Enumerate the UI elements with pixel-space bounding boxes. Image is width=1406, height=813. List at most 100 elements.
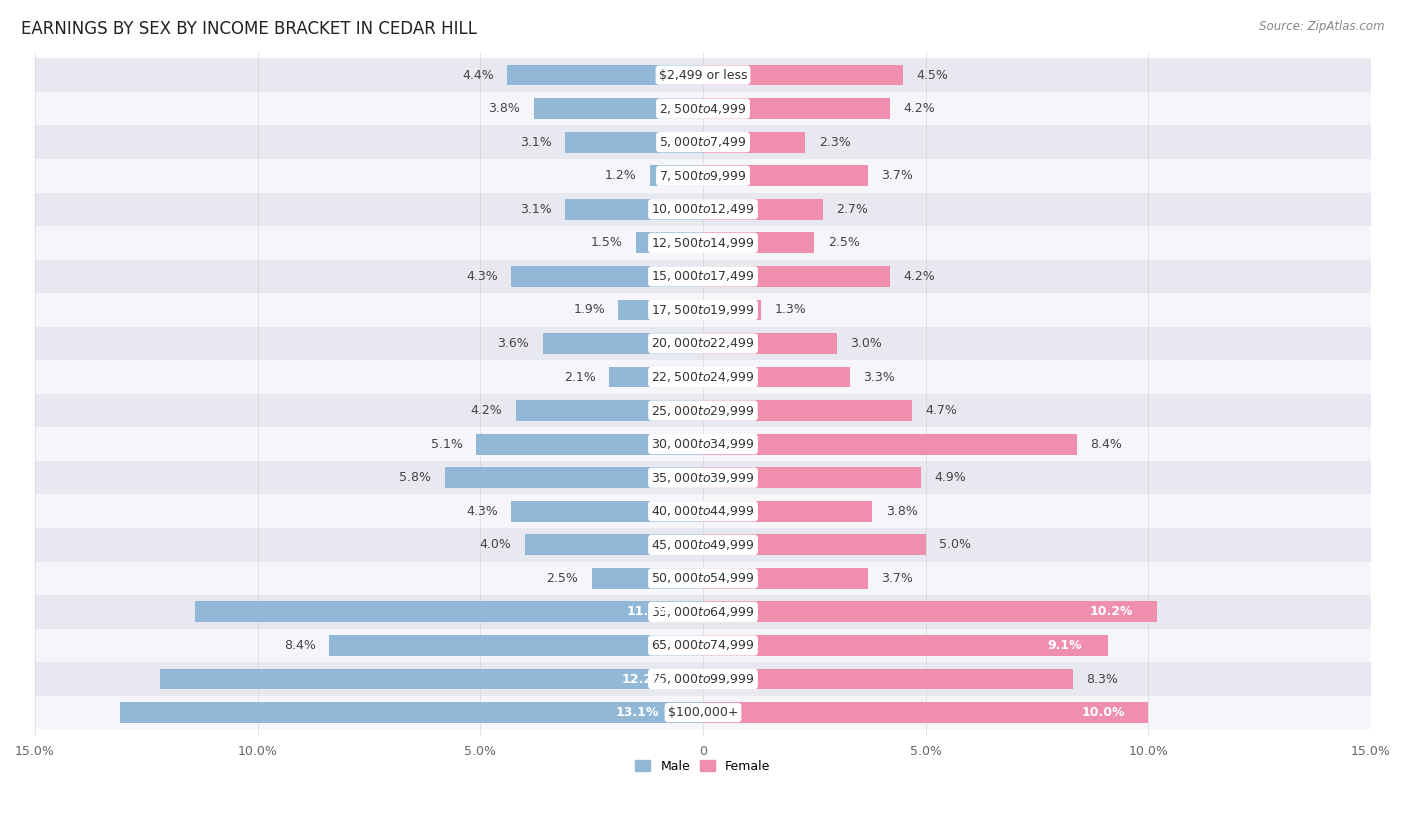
Text: 3.7%: 3.7% — [882, 572, 912, 585]
Bar — [120, 702, 703, 723]
Text: 1.9%: 1.9% — [574, 303, 605, 316]
Text: $10,000 to $12,499: $10,000 to $12,499 — [651, 202, 755, 216]
Bar — [160, 668, 703, 689]
Bar — [650, 165, 703, 186]
Bar — [508, 65, 703, 85]
Bar — [703, 333, 837, 354]
Text: 4.7%: 4.7% — [925, 404, 957, 417]
Text: 10.0%: 10.0% — [1081, 706, 1125, 719]
Bar — [444, 467, 703, 488]
Bar — [512, 501, 703, 522]
Text: 4.2%: 4.2% — [904, 270, 935, 283]
Bar — [35, 327, 1371, 360]
Bar — [703, 602, 1157, 622]
Text: $12,500 to $14,999: $12,500 to $14,999 — [651, 236, 755, 250]
Bar — [35, 193, 1371, 226]
Text: 8.4%: 8.4% — [284, 639, 315, 652]
Text: 5.8%: 5.8% — [399, 472, 432, 485]
Text: 4.3%: 4.3% — [467, 505, 498, 518]
Text: 13.1%: 13.1% — [616, 706, 659, 719]
Text: 11.4%: 11.4% — [627, 606, 671, 619]
Bar — [35, 461, 1371, 494]
Text: 2.3%: 2.3% — [818, 136, 851, 149]
Text: $25,000 to $29,999: $25,000 to $29,999 — [651, 403, 755, 418]
Text: 1.2%: 1.2% — [605, 169, 636, 182]
Bar — [703, 165, 868, 186]
Bar — [35, 59, 1371, 92]
Bar — [35, 360, 1371, 393]
Text: $50,000 to $54,999: $50,000 to $54,999 — [651, 572, 755, 585]
Text: 3.8%: 3.8% — [886, 505, 918, 518]
Bar — [534, 98, 703, 119]
Bar — [703, 299, 761, 320]
Text: 4.3%: 4.3% — [467, 270, 498, 283]
Text: 12.2%: 12.2% — [621, 672, 665, 685]
Text: 2.5%: 2.5% — [547, 572, 578, 585]
Text: 5.1%: 5.1% — [430, 437, 463, 450]
Bar — [703, 534, 925, 555]
Text: 2.1%: 2.1% — [564, 371, 596, 384]
Bar — [35, 595, 1371, 628]
Text: 3.7%: 3.7% — [882, 169, 912, 182]
Text: 3.1%: 3.1% — [520, 202, 551, 215]
Legend: Male, Female: Male, Female — [630, 754, 776, 778]
Bar — [703, 702, 1149, 723]
Text: $2,500 to $4,999: $2,500 to $4,999 — [659, 102, 747, 115]
Bar — [35, 494, 1371, 528]
Bar — [703, 668, 1073, 689]
Bar — [609, 367, 703, 388]
Bar — [592, 568, 703, 589]
Text: $5,000 to $7,499: $5,000 to $7,499 — [659, 135, 747, 149]
Bar — [703, 434, 1077, 454]
Text: 4.4%: 4.4% — [463, 68, 494, 81]
Bar — [565, 132, 703, 153]
Text: 4.2%: 4.2% — [471, 404, 502, 417]
Text: $40,000 to $44,999: $40,000 to $44,999 — [651, 504, 755, 518]
Text: 4.5%: 4.5% — [917, 68, 949, 81]
Text: 1.3%: 1.3% — [775, 303, 806, 316]
Bar — [35, 159, 1371, 193]
Text: 3.6%: 3.6% — [498, 337, 529, 350]
Bar — [565, 199, 703, 220]
Bar — [703, 132, 806, 153]
Text: $55,000 to $64,999: $55,000 to $64,999 — [651, 605, 755, 619]
Text: $75,000 to $99,999: $75,000 to $99,999 — [651, 672, 755, 686]
Text: Source: ZipAtlas.com: Source: ZipAtlas.com — [1260, 20, 1385, 33]
Text: $30,000 to $34,999: $30,000 to $34,999 — [651, 437, 755, 451]
Bar — [35, 696, 1371, 729]
Bar — [35, 562, 1371, 595]
Text: $100,000+: $100,000+ — [668, 706, 738, 719]
Bar — [703, 98, 890, 119]
Bar — [35, 528, 1371, 562]
Text: $17,500 to $19,999: $17,500 to $19,999 — [651, 303, 755, 317]
Bar — [703, 400, 912, 421]
Text: 8.3%: 8.3% — [1085, 672, 1118, 685]
Text: 4.0%: 4.0% — [479, 538, 512, 551]
Text: 8.4%: 8.4% — [1091, 437, 1122, 450]
Bar — [703, 233, 814, 253]
Bar — [524, 534, 703, 555]
Text: 3.3%: 3.3% — [863, 371, 896, 384]
Text: 4.2%: 4.2% — [904, 102, 935, 115]
Bar — [475, 434, 703, 454]
Bar — [703, 635, 1108, 656]
Text: 4.9%: 4.9% — [935, 472, 966, 485]
Text: 3.0%: 3.0% — [851, 337, 882, 350]
Text: $22,500 to $24,999: $22,500 to $24,999 — [651, 370, 755, 384]
Bar — [703, 568, 868, 589]
Text: $35,000 to $39,999: $35,000 to $39,999 — [651, 471, 755, 485]
Text: 9.1%: 9.1% — [1047, 639, 1083, 652]
Bar — [543, 333, 703, 354]
Bar — [703, 65, 904, 85]
Text: 5.0%: 5.0% — [939, 538, 972, 551]
Bar — [636, 233, 703, 253]
Bar — [703, 266, 890, 287]
Bar — [703, 367, 851, 388]
Bar — [703, 199, 824, 220]
Text: 1.5%: 1.5% — [591, 237, 623, 250]
Text: $7,500 to $9,999: $7,500 to $9,999 — [659, 169, 747, 183]
Bar — [516, 400, 703, 421]
Bar — [35, 663, 1371, 696]
Text: 2.7%: 2.7% — [837, 202, 869, 215]
Text: 10.2%: 10.2% — [1090, 606, 1133, 619]
